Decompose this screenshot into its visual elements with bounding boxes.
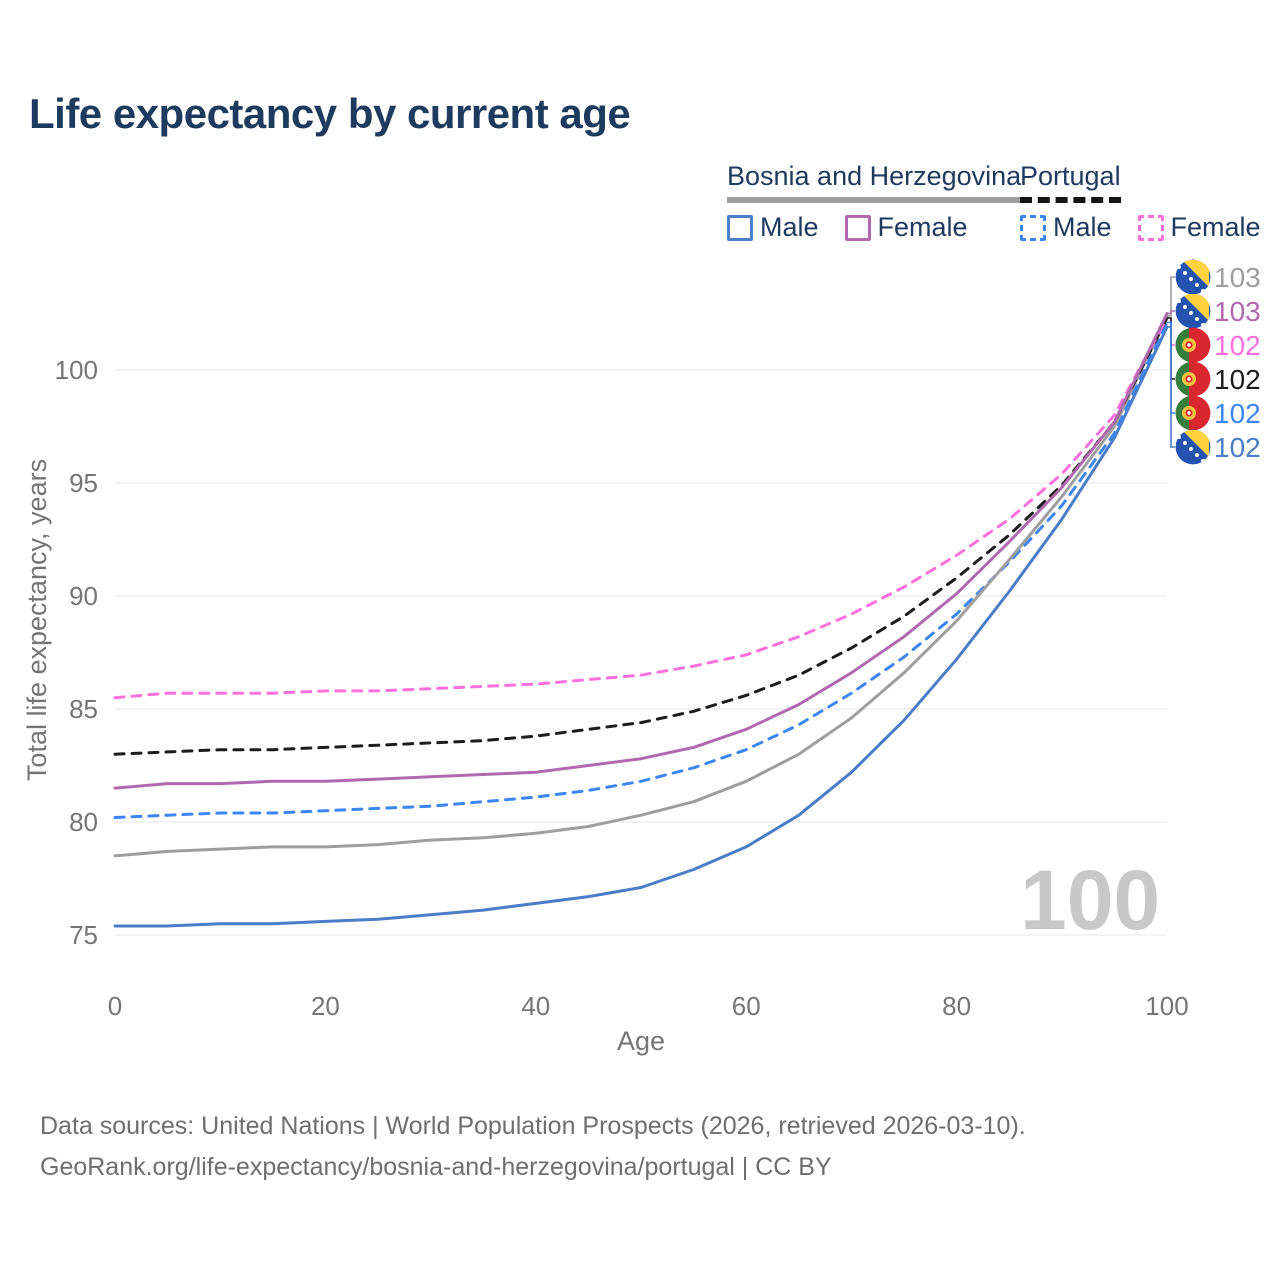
bosnia-female-swatch-icon bbox=[844, 214, 871, 241]
legend-label: Female bbox=[877, 212, 968, 242]
data-sources-text: Data sources: United Nations | World Pop… bbox=[40, 1112, 1026, 1140]
portugal-flag-icon bbox=[1175, 327, 1211, 363]
y-tick-85: 85 bbox=[69, 694, 98, 724]
line-chart: 75 80 85 90 95 100 0 20 40 60 80 100 Age Total life… bbox=[22, 0, 1261, 1056]
x-axis-title: Age bbox=[617, 1026, 665, 1056]
end-label-value: 103 bbox=[1214, 296, 1261, 327]
legend-country-portugal[interactable]: Portugal bbox=[1020, 161, 1121, 203]
x-tick-40: 40 bbox=[521, 991, 550, 1021]
series-line-portugal-male bbox=[113, 321, 1169, 819]
end-label-value: 102 bbox=[1214, 432, 1261, 463]
age-watermark: 100 bbox=[1020, 853, 1161, 947]
end-label-value: 102 bbox=[1214, 330, 1261, 361]
x-tick-100: 100 bbox=[1145, 991, 1188, 1021]
series-line-bosnia-and-herzegovina-total bbox=[113, 314, 1169, 858]
end-label-connector bbox=[1167, 276, 1175, 317]
page-title: Life expectancy by current age bbox=[29, 90, 631, 137]
gridlines bbox=[115, 369, 1167, 936]
bosnia-and-herzegovina-flag-icon bbox=[1176, 430, 1211, 465]
legend-group-bosnia: Bosnia and Herzegovina Male Female bbox=[727, 161, 1022, 243]
georank-url-text: GeoRank.org/life-expectancy/bosnia-and-h… bbox=[40, 1153, 832, 1181]
y-tick-75: 75 bbox=[69, 920, 98, 950]
series-line-portugal-female bbox=[113, 316, 1169, 700]
legend-group-portugal: Portugal Male Female bbox=[1020, 161, 1261, 243]
y-tick-95: 95 bbox=[69, 468, 98, 498]
legend-label: Female bbox=[1170, 212, 1261, 242]
end-label-value: 102 bbox=[1214, 364, 1261, 395]
end-label-value: 102 bbox=[1214, 398, 1261, 429]
legend-country-bosnia[interactable]: Bosnia and Herzegovina bbox=[727, 161, 1022, 203]
legend-item-portugal-female[interactable]: Female bbox=[1137, 212, 1261, 243]
series-line-bosnia-and-herzegovina-male bbox=[113, 325, 1169, 928]
legend-label: Male bbox=[760, 212, 819, 242]
portugal-male-swatch-icon bbox=[1020, 214, 1046, 241]
series-line-bosnia-and-herzegovina-female bbox=[113, 312, 1169, 790]
footer: Data sources: United Nations | World Pop… bbox=[40, 1106, 1026, 1188]
portugal-female-swatch-icon bbox=[1137, 214, 1164, 241]
chart-lines bbox=[113, 312, 1169, 928]
y-axis-title: Total life expectancy, years bbox=[22, 459, 52, 781]
y-tick-90: 90 bbox=[69, 581, 98, 611]
y-tick-100: 100 bbox=[55, 355, 98, 385]
x-tick-60: 60 bbox=[732, 991, 761, 1021]
end-label-connector bbox=[1167, 326, 1175, 448]
end-label-connector bbox=[1167, 310, 1175, 315]
y-tick-80: 80 bbox=[69, 807, 98, 837]
x-tick-20: 20 bbox=[311, 991, 340, 1021]
bosnia-and-herzegovina-flag-icon bbox=[1176, 260, 1211, 295]
bosnia-and-herzegovina-flag-icon bbox=[1176, 294, 1211, 329]
series-line-portugal-total bbox=[113, 316, 1169, 756]
portugal-flag-icon bbox=[1175, 395, 1211, 431]
legend-label: Male bbox=[1053, 212, 1112, 242]
bosnia-male-swatch-icon bbox=[727, 214, 753, 241]
end-label-value: 103 bbox=[1214, 262, 1261, 293]
legend-item-bosnia-male[interactable]: Male bbox=[727, 212, 819, 243]
axis-ticks: 75 80 85 90 95 100 0 20 40 60 80 100 bbox=[55, 355, 1189, 1021]
x-tick-80: 80 bbox=[942, 991, 971, 1021]
legend-item-portugal-male[interactable]: Male bbox=[1020, 212, 1112, 243]
portugal-flag-icon bbox=[1175, 361, 1211, 397]
legend-item-bosnia-female[interactable]: Female bbox=[844, 212, 968, 243]
x-tick-0: 0 bbox=[108, 991, 122, 1021]
